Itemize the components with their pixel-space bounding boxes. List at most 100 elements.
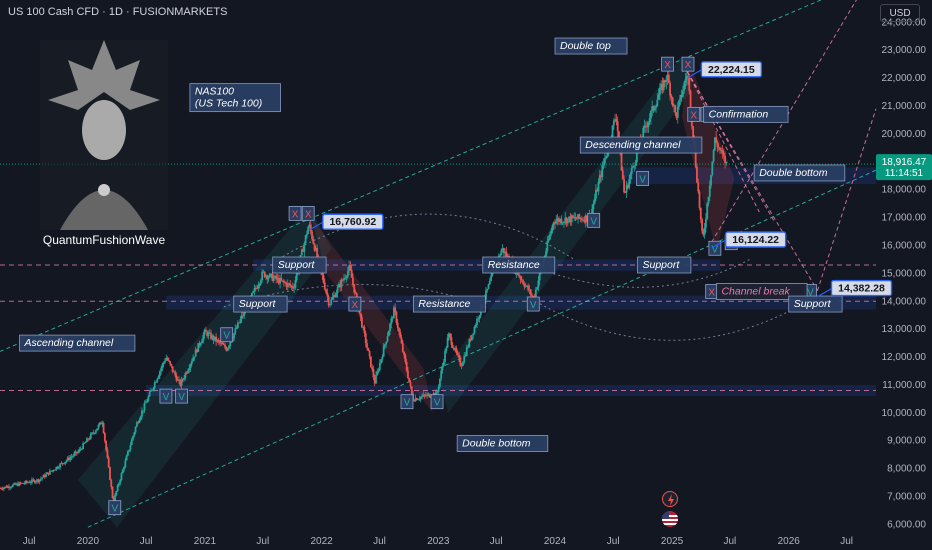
candle-body bbox=[253, 288, 256, 292]
candle-body bbox=[418, 399, 421, 400]
candle-body bbox=[153, 382, 156, 388]
candle-body bbox=[70, 456, 73, 458]
annotation-double-bottom-2: Double bottom bbox=[462, 438, 531, 450]
candle-body bbox=[323, 282, 326, 290]
candle-body bbox=[256, 288, 258, 290]
candle-body bbox=[505, 251, 508, 257]
y-tick-label: 23,000.00 bbox=[882, 45, 927, 56]
candle-body bbox=[151, 389, 154, 391]
candle-body bbox=[147, 396, 150, 401]
candle-body bbox=[673, 105, 675, 107]
x-tick-label: Jul bbox=[607, 536, 620, 547]
candle-body bbox=[239, 319, 242, 323]
candle-body bbox=[277, 278, 280, 284]
candle-body bbox=[341, 279, 344, 281]
candle-body bbox=[285, 283, 288, 287]
candle-body bbox=[575, 218, 578, 220]
candle-body bbox=[221, 342, 224, 345]
annotation-support-1: Support bbox=[278, 259, 316, 271]
lightning-icon[interactable] bbox=[662, 491, 678, 507]
candle-body bbox=[680, 94, 683, 97]
candle-body bbox=[170, 363, 173, 367]
candle-body bbox=[93, 432, 96, 434]
x-tick-label: 2022 bbox=[311, 536, 334, 547]
candle-body bbox=[376, 371, 379, 376]
candle-body bbox=[313, 243, 316, 251]
candle-body bbox=[621, 170, 624, 180]
candle-body bbox=[436, 391, 439, 393]
candle-body bbox=[236, 322, 239, 329]
candle-body bbox=[667, 74, 670, 83]
candle-body bbox=[710, 175, 712, 186]
candle-body bbox=[79, 448, 82, 450]
candle-body bbox=[612, 120, 615, 126]
candle-body bbox=[121, 469, 124, 474]
candle-body bbox=[134, 426, 137, 433]
candle-body bbox=[578, 214, 581, 219]
candle-body bbox=[59, 463, 62, 468]
candle-body bbox=[592, 203, 595, 209]
candle-body bbox=[340, 279, 343, 288]
annotation-support-2: Support bbox=[642, 259, 680, 271]
candle-body bbox=[537, 280, 540, 288]
candle-body bbox=[656, 99, 659, 107]
candle-body bbox=[580, 218, 583, 221]
candle-body bbox=[413, 400, 416, 402]
annotation-resistance-1: Resistance bbox=[488, 259, 540, 271]
candle-body bbox=[577, 214, 579, 220]
us-flag-icon[interactable] bbox=[662, 511, 678, 527]
y-tick-label: 14,000.00 bbox=[882, 296, 927, 307]
projection-line-4 bbox=[686, 71, 760, 213]
annotation-support-4: Support bbox=[794, 298, 832, 310]
candle-body bbox=[63, 463, 65, 465]
x-marker-icon: X bbox=[292, 209, 299, 220]
candle-body bbox=[178, 379, 180, 381]
candle-body bbox=[235, 328, 238, 329]
candle-body bbox=[158, 371, 161, 377]
candle-body bbox=[450, 337, 453, 345]
candle-body bbox=[36, 479, 38, 482]
candle-body bbox=[354, 292, 357, 294]
v-marker-box bbox=[175, 388, 188, 404]
symbol-header[interactable]: US 100 Cash CFD · 1D · FUSIONMARKETS bbox=[8, 6, 228, 18]
candle-body bbox=[166, 357, 169, 361]
candle-body bbox=[103, 432, 106, 441]
candle-body bbox=[350, 269, 353, 278]
candle-body bbox=[456, 352, 459, 355]
annotation-ascending-channel: Ascending channel bbox=[24, 337, 114, 349]
candle-body bbox=[522, 280, 524, 284]
candle-body bbox=[627, 184, 629, 188]
candle-body bbox=[552, 222, 555, 226]
candle-body bbox=[95, 430, 97, 433]
currency-button[interactable]: USD bbox=[880, 4, 920, 22]
candle-body bbox=[398, 328, 400, 332]
candle-body bbox=[527, 285, 530, 291]
candle-body bbox=[570, 215, 573, 223]
candle-body bbox=[681, 90, 684, 97]
candle-body bbox=[713, 137, 716, 151]
candle-body bbox=[91, 432, 93, 434]
candle-body bbox=[88, 438, 91, 440]
candle-body bbox=[563, 221, 565, 223]
candle-body bbox=[262, 271, 265, 273]
x-tick-label: Jul bbox=[373, 536, 386, 547]
candle-body bbox=[139, 416, 142, 420]
candle-body bbox=[603, 158, 606, 164]
candle-body bbox=[707, 196, 710, 204]
candle-body bbox=[203, 329, 206, 335]
candle-body bbox=[326, 292, 329, 297]
candle-body bbox=[304, 235, 307, 243]
candle-body bbox=[660, 83, 663, 88]
candle-body bbox=[362, 326, 365, 328]
candle-body bbox=[206, 331, 209, 337]
candle-body bbox=[378, 362, 381, 370]
y-tick-label: 15,000.00 bbox=[882, 268, 927, 279]
candle-body bbox=[343, 278, 345, 281]
candle-body bbox=[534, 289, 537, 298]
candle-body bbox=[46, 472, 49, 475]
candle-body bbox=[212, 335, 215, 341]
candle-body bbox=[106, 449, 109, 458]
candle-body bbox=[372, 369, 375, 378]
candle-body bbox=[550, 230, 553, 235]
